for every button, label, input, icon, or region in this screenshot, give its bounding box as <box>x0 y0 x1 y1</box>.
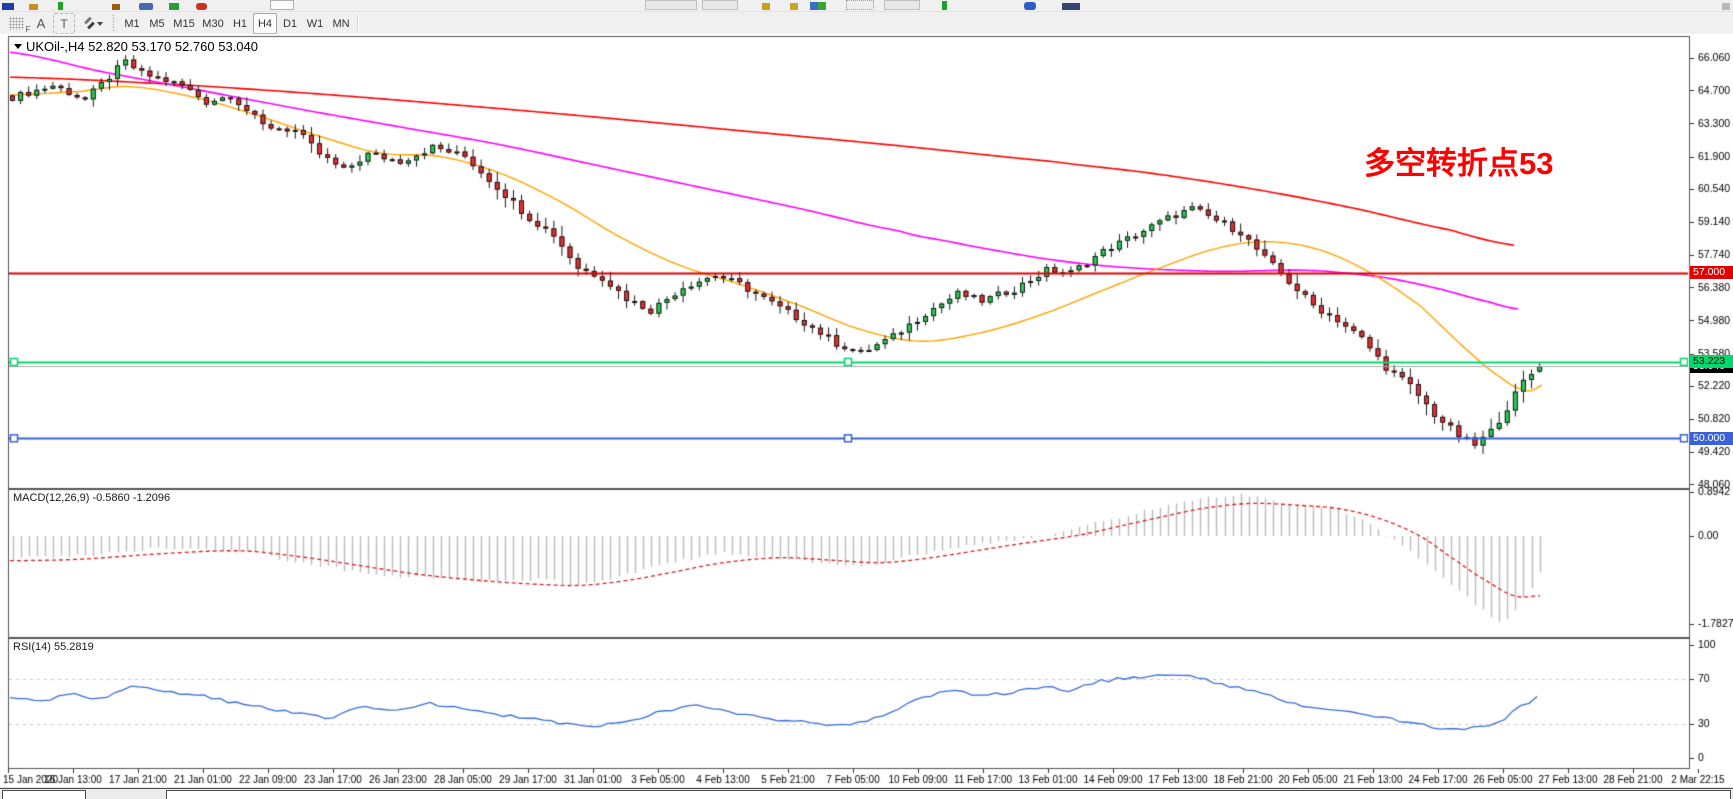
symbol-dropdown-icon[interactable] <box>14 44 22 49</box>
support-price-badge: 50.000 <box>1690 431 1733 445</box>
chart-annotation-text: 多空转折点53 <box>1364 146 1554 181</box>
resistance-price-badge: 57.000 <box>1690 266 1733 280</box>
selected-line-price-badge: 53.223 <box>1690 355 1733 369</box>
chart-tab[interactable] <box>166 790 1731 799</box>
chart-symbol-title: UKOil-,H4 52.820 53.170 52.760 53.040 <box>26 39 259 54</box>
rsi-indicator-label: RSI(14) 55.2819 <box>13 641 94 653</box>
chart-tab[interactable] <box>2 790 86 799</box>
macd-indicator-label: MACD(12,26,9) -0.5860 -1.2096 <box>13 492 171 504</box>
chart-tabs-strip-clipped[interactable] <box>0 789 1733 799</box>
